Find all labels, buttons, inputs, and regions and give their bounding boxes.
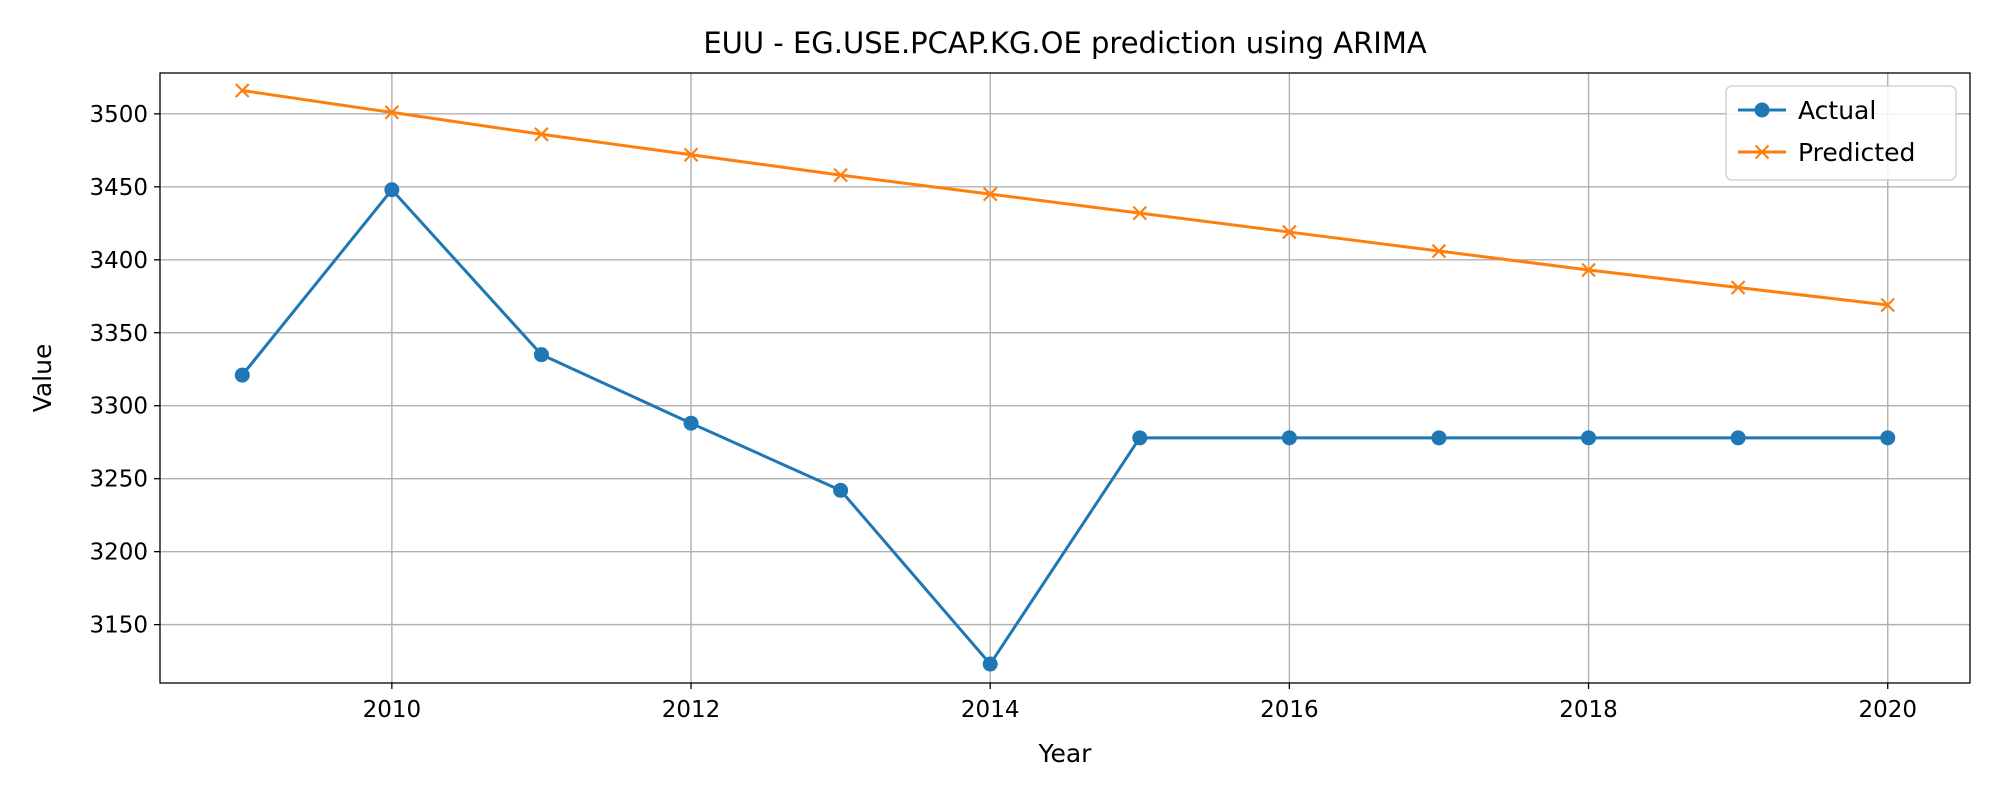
actual-line — [241, 188, 1888, 666]
x-marker-stroke — [1730, 280, 1746, 295]
predicted-point — [1282, 224, 1297, 240]
actual-point — [1281, 430, 1297, 446]
x-marker-stroke — [1132, 205, 1148, 221]
predicted-point — [833, 167, 848, 183]
x-marker-stroke — [833, 167, 848, 183]
y-tick-label: 3450 — [89, 175, 148, 201]
x-marker-stroke — [234, 83, 250, 98]
actual-point — [1581, 430, 1597, 446]
predicted-point — [534, 127, 549, 142]
x-marker-stroke — [534, 127, 549, 142]
x-marker-stroke — [1431, 243, 1447, 259]
legend: Actual Predicted — [1725, 85, 1957, 181]
y-tick-label: 3400 — [89, 248, 148, 274]
x-marker-stroke — [683, 147, 699, 163]
y-tick-label: 3250 — [89, 467, 148, 493]
x-axis-label: Year — [1038, 739, 1093, 768]
x-tick-label: 2010 — [363, 697, 422, 723]
x-tick-label: 2018 — [1559, 697, 1618, 723]
x-tick-label: 2014 — [961, 697, 1020, 723]
x-tick-label: 2012 — [662, 697, 721, 723]
chart-title: EUU - EG.USE.PCAP.KG.OE prediction using… — [703, 26, 1427, 60]
actual-point — [683, 415, 699, 431]
predicted-point — [384, 105, 400, 120]
actual-point — [982, 656, 998, 672]
legend-marker-predicted — [1754, 144, 1770, 160]
actual-point — [384, 182, 400, 198]
y-tick-label: 3300 — [89, 394, 148, 420]
x-marker-stroke — [1754, 144, 1770, 160]
y-tick-label: 3350 — [89, 321, 148, 347]
legend-label-actual: Actual — [1798, 96, 1876, 125]
x-tick-label: 2020 — [1858, 697, 1917, 723]
actual-point — [533, 347, 549, 363]
x-marker-stroke — [1581, 262, 1596, 278]
actual-point — [1730, 430, 1746, 446]
actual-point — [1431, 430, 1447, 446]
plot-frame — [159, 72, 1971, 684]
legend-marker-actual — [1754, 102, 1770, 118]
x-marker-stroke — [1880, 297, 1896, 313]
predicted-point — [234, 83, 250, 98]
predicted-point — [1132, 205, 1148, 221]
legend-label-predicted: Predicted — [1798, 138, 1915, 167]
x-tick-label: 2016 — [1260, 697, 1319, 723]
series-group — [234, 83, 1896, 672]
y-tick-label: 3200 — [89, 540, 148, 566]
actual-point — [833, 482, 849, 498]
predicted-point — [1581, 262, 1596, 278]
actual-point — [234, 367, 250, 383]
x-marker-stroke — [982, 186, 998, 202]
predicted-point — [683, 147, 699, 163]
predicted-point — [982, 186, 998, 202]
y-axis-label: Value — [28, 344, 57, 413]
x-marker-stroke — [1282, 224, 1297, 240]
predicted-line — [242, 89, 1888, 307]
axis-ticks: 2010 2012 2014 2016 2018 2020 3150 3200 3250 3300… — [89, 102, 1917, 723]
predicted-point — [1431, 243, 1447, 259]
actual-point — [1880, 430, 1896, 446]
predicted-point — [1880, 297, 1896, 313]
predicted-point — [1730, 280, 1746, 295]
x-marker-stroke — [384, 105, 400, 120]
y-tick-label: 3150 — [89, 613, 148, 639]
actual-point — [1132, 430, 1148, 446]
y-tick-label: 3500 — [89, 102, 148, 128]
